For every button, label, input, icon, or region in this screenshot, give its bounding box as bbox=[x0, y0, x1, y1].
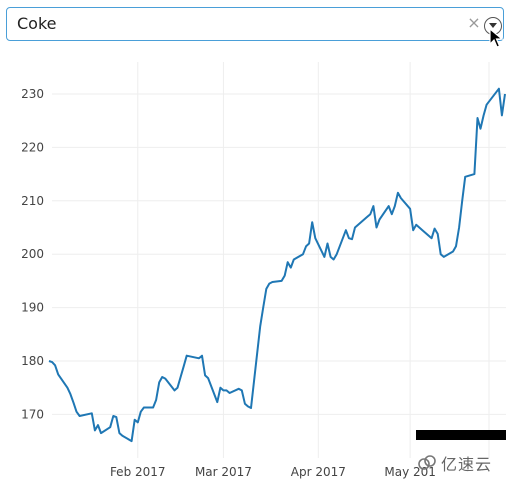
mouse-cursor-icon bbox=[489, 28, 504, 48]
cloud-logo-icon bbox=[418, 455, 436, 470]
series-line-coke bbox=[48, 87, 506, 443]
x-axis: Feb 2017 Mar 2017 Apr 2017 May 201 bbox=[110, 465, 436, 479]
watermark-text: 亿速云 bbox=[441, 455, 493, 474]
y-tick-label: 200 bbox=[21, 247, 44, 261]
watermark: 亿速云 bbox=[418, 450, 492, 476]
x-tick-label: Feb 2017 bbox=[110, 465, 166, 479]
y-tick-label: 170 bbox=[21, 407, 44, 421]
chevron-down-icon bbox=[489, 23, 497, 28]
clear-icon[interactable]: × bbox=[467, 13, 481, 32]
y-tick-label: 210 bbox=[21, 194, 44, 208]
y-axis: 170 180 190 200 210 220 230 bbox=[21, 87, 44, 421]
x-tick-label: Apr 2017 bbox=[291, 465, 346, 479]
y-tick-label: 230 bbox=[21, 87, 44, 101]
y-tick-label: 220 bbox=[21, 140, 44, 154]
x-tick-label: Mar 2017 bbox=[195, 465, 252, 479]
chart-grid bbox=[52, 62, 506, 458]
dropdown-selected-value: Coke bbox=[17, 14, 57, 33]
redaction-bar bbox=[416, 430, 506, 440]
y-tick-label: 190 bbox=[21, 301, 44, 315]
company-dropdown[interactable]: Coke × bbox=[6, 7, 504, 41]
y-tick-label: 180 bbox=[21, 354, 44, 368]
